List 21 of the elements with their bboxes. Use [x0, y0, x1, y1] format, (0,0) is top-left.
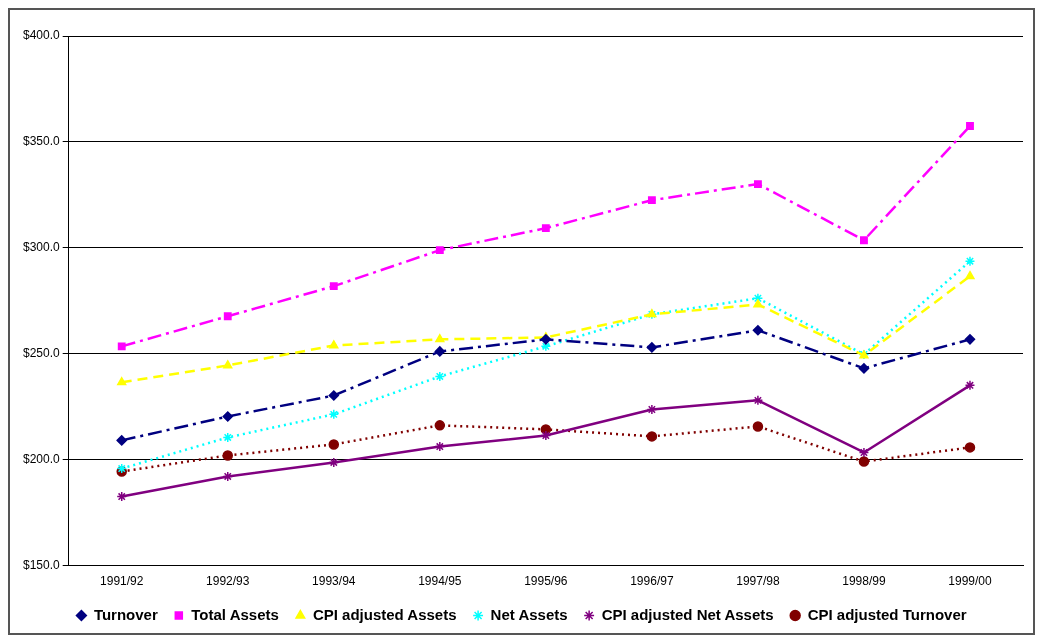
x-tick-label: 1996/97	[630, 574, 674, 589]
legend-label: CPI adjusted Net Assets	[601, 605, 774, 623]
x-tick-label: 1994/95	[418, 574, 462, 589]
x-tick-label: 1992/93	[206, 574, 250, 589]
legend-label: CPI adjusted Turnover	[807, 605, 967, 623]
legend-label: Net Assets	[490, 605, 568, 623]
x-tick-label: 1995/96	[524, 574, 568, 589]
legend-label: CPI adjusted Assets	[312, 605, 457, 623]
y-tick-label: $250.0	[23, 346, 61, 361]
x-tick-label: 1993/94	[312, 574, 356, 589]
x-tick-label: 1997/98	[736, 574, 780, 589]
x-tick-label: 1991/92	[100, 574, 144, 589]
y-tick-label: $200.0	[23, 451, 61, 466]
y-tick-label: $350.0	[23, 134, 61, 149]
y-tick-label: $400.0	[23, 28, 61, 43]
x-tick-label: 1998/99	[842, 574, 886, 589]
x-tick-label: 1999/00	[948, 574, 992, 589]
legend-label: Turnover	[93, 605, 158, 623]
legend-label: Total Assets	[191, 605, 279, 623]
y-tick-label: $150.0	[23, 557, 61, 572]
y-tick-label: $300.0	[23, 240, 61, 255]
